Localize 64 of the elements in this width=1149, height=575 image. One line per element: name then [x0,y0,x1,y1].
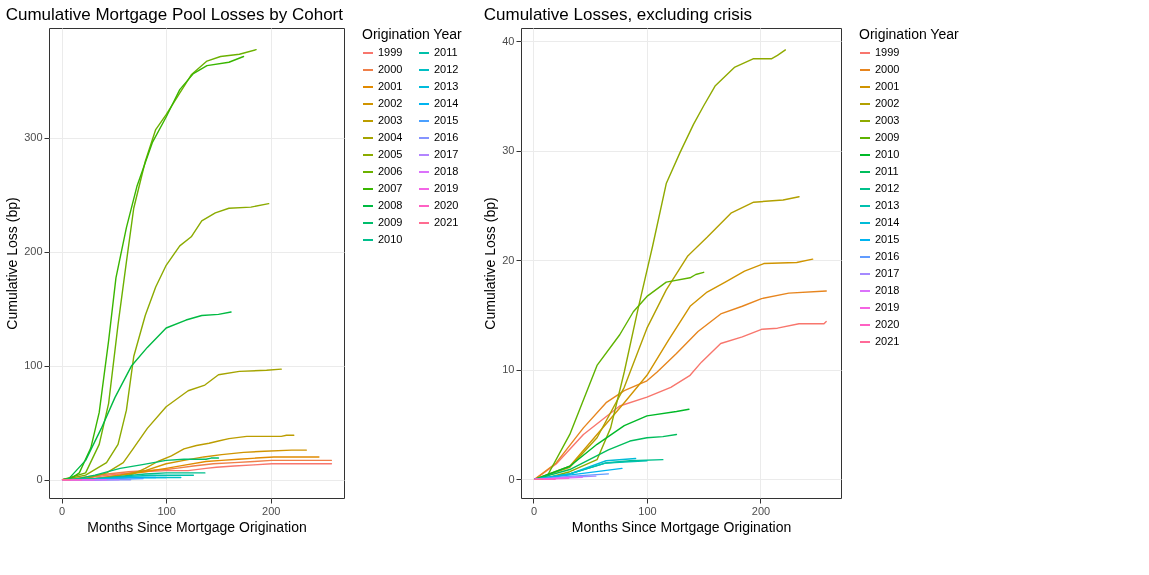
x-tick-label: 200 [751,504,771,517]
legend-label: 2001 [378,80,403,92]
legend-label: 2008 [378,199,403,211]
y-tick-label: 300 [24,131,43,144]
legend-label: 2000 [378,63,403,75]
legend-label: 2020 [434,199,459,211]
legend-label: 1999 [378,46,403,58]
legend-label: 2021 [434,216,459,228]
legend-label: 2012 [434,63,459,75]
x-tick-label: 100 [157,504,176,517]
legend-label: 2014 [875,216,900,228]
y-tick-label: 10 [502,363,515,376]
legend-label: 2019 [875,301,900,313]
y-axis-title: Cumulative Loss (bp) [4,197,21,330]
legend-label: 2005 [378,148,403,160]
x-tick-label: 0 [58,504,66,517]
legend-label: 1999 [875,46,900,58]
x-tick-label: 200 [262,504,281,517]
legend-label: 2018 [875,284,900,296]
legend-label: 2002 [875,97,900,109]
y-tick-label: 20 [502,253,515,266]
legend-label: 2009 [875,131,900,143]
legend-label: 2009 [378,216,403,228]
legend-label: 2019 [434,182,459,194]
legend-label: 2016 [875,250,900,262]
legend-label: 2011 [875,165,899,177]
y-tick-label: 200 [24,245,43,258]
legend-label: 2003 [875,114,900,126]
legend-label: 2001 [875,80,900,92]
legend-label: 2020 [875,318,900,330]
legend-label: 2016 [434,131,459,143]
legend-label: 2003 [378,114,403,126]
y-tick-label: 0 [36,473,43,486]
legend-label: 2013 [434,80,459,92]
legend-label: 2004 [378,131,403,143]
y-axis-title: Cumulative Loss (bp) [482,197,499,330]
legend-title: Origination Year [362,26,462,42]
legend-label: 2011 [434,46,458,58]
chart-title: Cumulative Mortgage Pool Losses by Cohort [5,5,344,24]
legend-label: 2010 [378,233,403,245]
y-tick-label: 30 [502,144,515,157]
legend-label: 2012 [875,182,900,194]
chart-title: Cumulative Losses, excluding crisis [483,5,753,24]
legend-label: 2021 [875,335,900,347]
legend-label: 2000 [875,63,900,75]
x-tick-label: 0 [530,504,538,517]
x-axis-title: Months Since Mortgage Origination [87,518,307,535]
legend-label: 2015 [875,233,900,245]
x-axis-title: Months Since Mortgage Origination [571,518,792,535]
y-tick-label: 100 [24,359,43,372]
legend-label: 2006 [378,165,403,177]
legend-label: 2017 [434,148,459,160]
y-tick-label: 40 [502,34,515,47]
legend-label: 2018 [434,165,459,177]
legend-label: 2007 [378,182,403,194]
y-tick-label: 0 [508,472,515,485]
legend-title: Origination Year [859,26,959,42]
legend-label: 2010 [875,148,900,160]
x-tick-label: 100 [638,504,657,517]
legend-label: 2002 [378,97,403,109]
legend-label: 2014 [434,97,459,109]
legend-label: 2017 [875,267,900,279]
legend-label: 2013 [875,199,900,211]
legend-label: 2015 [434,114,459,126]
